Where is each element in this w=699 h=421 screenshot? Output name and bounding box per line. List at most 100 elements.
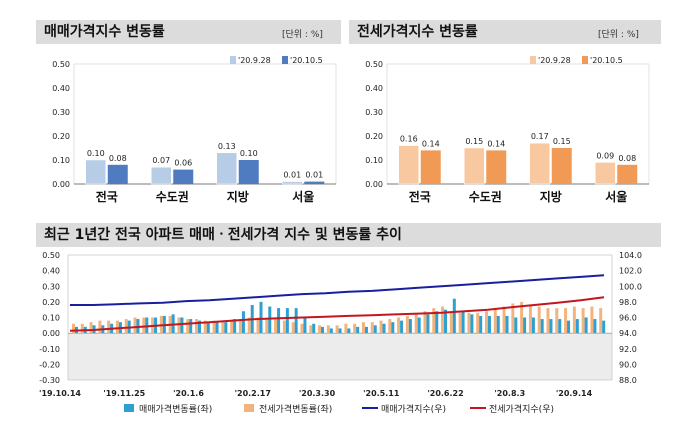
sale-rate-bar	[549, 319, 553, 334]
jeonse-rate-bar	[458, 312, 462, 334]
jeonse-rate-bar	[432, 308, 436, 334]
y-tick-label-0: 0.00	[52, 180, 70, 189]
sale-rate-bar	[180, 317, 184, 334]
left-y-tick-label: 0.50	[42, 251, 60, 260]
x-tick-label: '20.8.3	[494, 389, 525, 398]
sale-rate-bar	[470, 314, 474, 334]
jeonse-rate-bar	[318, 325, 322, 334]
jeonse-rate-bar	[405, 315, 409, 334]
category-label-0-0: 전국	[96, 189, 118, 204]
value-label-1-1-3: 0.08	[618, 154, 636, 163]
left-y-tick-label: 0.40	[42, 267, 60, 276]
category-label-0-3: 서울	[292, 189, 314, 204]
bar-0-1-1	[173, 169, 194, 184]
right-y-tick-label: 90.0	[619, 360, 637, 369]
jeonse-rate-bar	[546, 308, 550, 334]
jeonse-rate-bar	[370, 322, 374, 334]
value-label-0-1-0: 0.08	[109, 154, 127, 163]
legend-swatch-1-1	[582, 56, 588, 64]
sale-rate-bar	[233, 319, 237, 334]
jeonse-rate-bar	[98, 320, 102, 334]
sale-rate-bar	[584, 317, 588, 334]
trend-panel-title: 최근 1년간 전국 아파트 매매ㆍ전세가격 지수 및 변동률 추이	[36, 223, 661, 247]
x-tick-label: '19.10.14	[39, 389, 81, 398]
bar-1-1-0	[420, 150, 441, 184]
value-label-0-1-3: 0.01	[305, 171, 323, 180]
jeonse-rate-bar	[80, 323, 84, 334]
x-tick-label: '20.6.22	[427, 389, 463, 398]
jeonse-rate-bar	[388, 319, 392, 334]
jeonse-rate-bar	[423, 311, 427, 334]
jeonse-rate-bar	[590, 306, 594, 334]
jeonse-rate-bar	[344, 323, 348, 334]
jeonse-rate-bar	[572, 306, 576, 334]
jeonse-rate-bar	[230, 320, 234, 334]
jeonse-rate-bar	[142, 317, 146, 334]
jeonse-rate-bar	[195, 319, 199, 334]
jeonse-rate-bar	[493, 309, 497, 334]
sale-rate-bar	[347, 328, 351, 334]
legend-label-trend-1: 전세가격변동률(좌)	[259, 403, 332, 415]
sale-index-line	[70, 274, 605, 306]
jeonse-rate-bar	[528, 305, 532, 334]
jeonse-rate-bar	[353, 323, 357, 334]
right-y-tick-label: 100.0	[619, 282, 642, 291]
sale-rate-bar	[400, 320, 404, 334]
value-label-1-0-3: 0.09	[596, 151, 614, 160]
value-label-0-0-0: 0.10	[87, 149, 105, 158]
jeonse-rate-bar	[238, 319, 242, 334]
sale-rate-bar	[145, 317, 149, 334]
sale-rate-bar	[593, 319, 597, 334]
jeonse-rate-bar	[133, 317, 137, 334]
sale-rate-bar	[241, 311, 245, 334]
x-tick-label: '20.9.14	[556, 389, 593, 398]
bar-1-1-2	[551, 148, 572, 184]
legend-swatch-0-1	[282, 56, 288, 64]
jeonse-rate-bar	[564, 308, 568, 334]
jeonse-rate-bar	[484, 311, 488, 334]
sale-rate-bar	[487, 315, 491, 334]
sale-rate-bar	[312, 323, 316, 334]
right-y-tick-label: 92.0	[619, 345, 637, 354]
sale-rate-bar	[206, 322, 210, 334]
sale-rate-bar	[435, 311, 439, 334]
y-tick-label-1: 0.10	[365, 156, 383, 165]
sale-rate-bar	[373, 325, 377, 334]
sale-rate-bar	[198, 320, 201, 334]
jeonse-rate-bar	[203, 320, 207, 334]
sale-rate-bar	[215, 322, 219, 334]
sale-rate-bar	[364, 326, 368, 334]
jeonse-rate-bar	[72, 323, 75, 334]
sale-rate-bar	[329, 328, 333, 334]
jeonse-rate-bar	[502, 306, 506, 334]
sale-rate-bar	[224, 322, 228, 334]
sale-rate-bar	[531, 317, 535, 334]
sale-rate-bar	[417, 317, 421, 334]
y-tick-label-0: 0.40	[52, 84, 70, 93]
category-label-1-0: 전국	[409, 189, 431, 204]
sale-panel-title: 매매가격지수 변동률	[36, 20, 341, 44]
jeonse-rate-bar	[89, 322, 93, 334]
value-label-1-1-0: 0.14	[422, 139, 440, 148]
legend-label-trend-3: 전세가격지수(우)	[489, 403, 554, 415]
sale-rate-bar	[558, 319, 562, 334]
bar-0-1-0	[107, 164, 128, 184]
jeonse-rate-bar	[379, 320, 383, 334]
jeonse-rate-bar	[599, 308, 603, 334]
sale-rate-bar	[268, 306, 272, 334]
legend-label-0-0: '20.9.28	[238, 56, 271, 65]
left-y-tick-label: -0.10	[39, 345, 60, 354]
jeonse-rate-bar	[282, 320, 286, 334]
legend-label-trend-2: 매매가격지수(우)	[381, 403, 446, 415]
legend-label-trend-0: 매매가격변동률(좌)	[139, 403, 212, 415]
jeonse-rate-bar	[212, 320, 216, 334]
left-y-tick-label: 0.30	[42, 282, 60, 291]
jeonse-rate-bar	[221, 320, 225, 334]
jeonse-unit-label: [단위 : %]	[598, 30, 639, 40]
left-y-tick-label: 0.20	[42, 298, 60, 307]
sale-rate-bar	[426, 314, 430, 334]
right-y-tick-label: 88.0	[619, 376, 637, 385]
legend-swatch-1-0	[530, 56, 536, 64]
sale-rate-bar	[391, 322, 395, 334]
